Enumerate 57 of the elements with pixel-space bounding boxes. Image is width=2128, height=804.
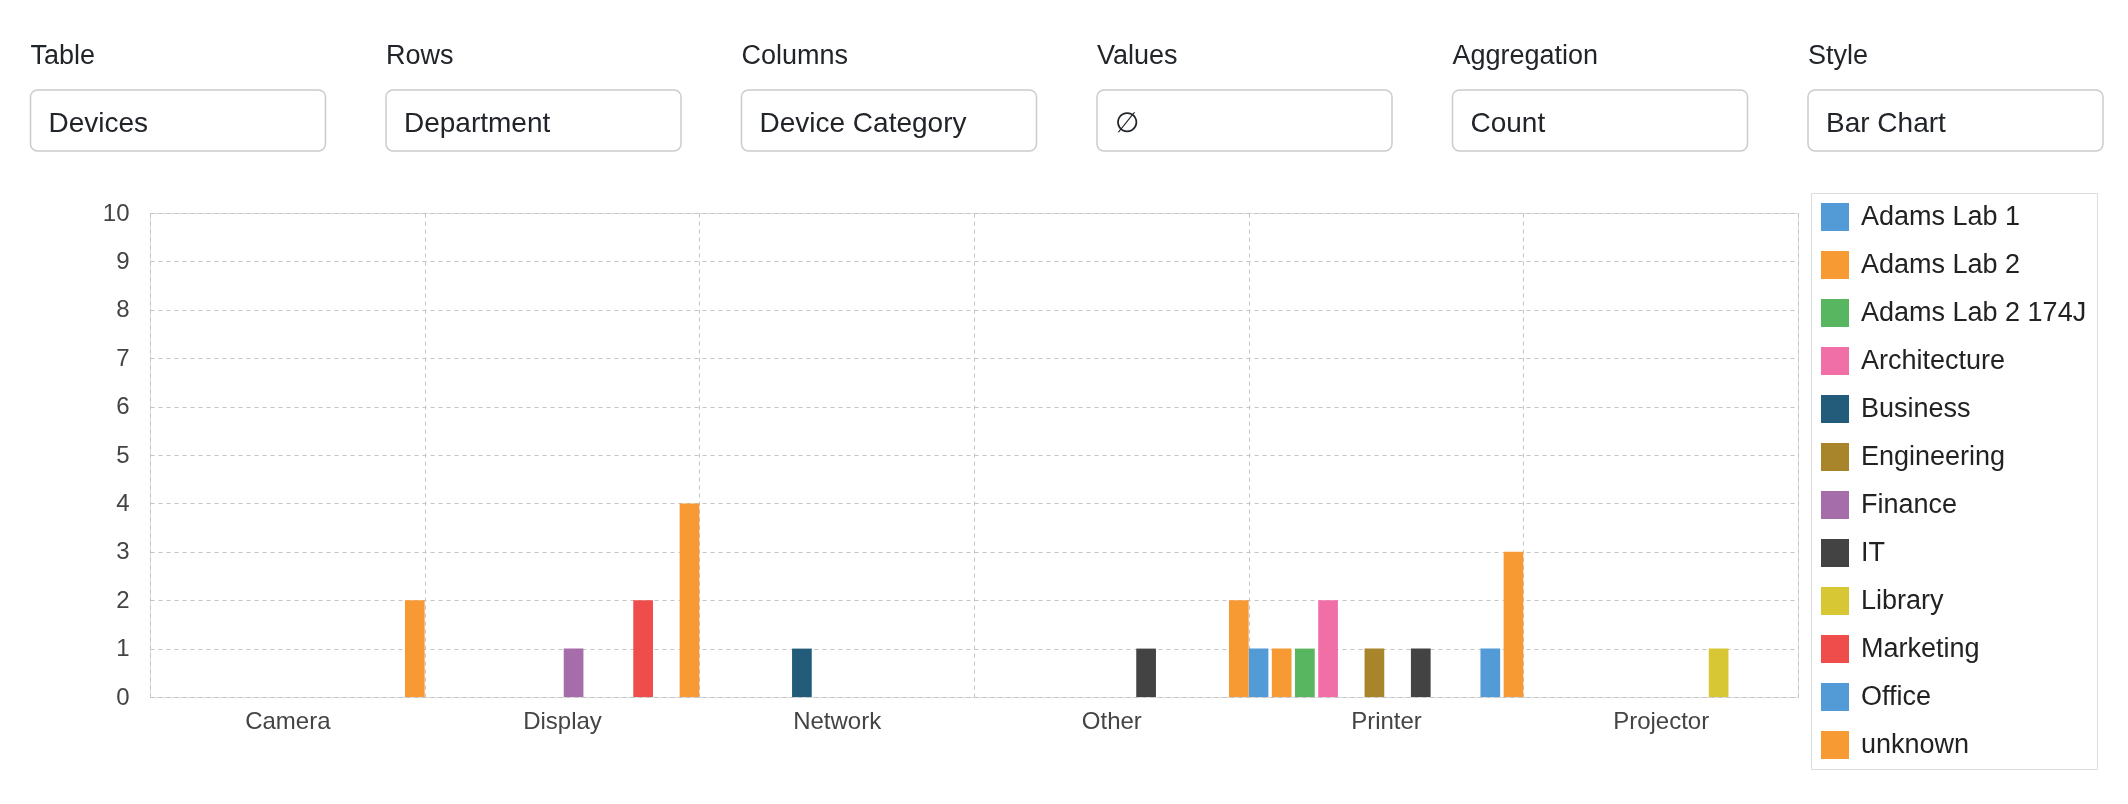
x-tick-label: Network [793,706,883,734]
bar [1503,551,1524,697]
text: Devices [48,107,149,138]
x-tick-label: Camera [245,706,332,734]
legend-label: Business [1861,393,1971,423]
legend-label: Adams Lab 1 [1861,201,2021,231]
bar [1708,648,1729,697]
text: Count [1470,107,1546,138]
text: Rows [386,40,454,70]
bar [1364,648,1385,697]
text: Values [1097,40,1178,70]
y-tick-label: 2 [116,585,130,613]
legend-label: Adams Lab 2 174J [1861,297,2087,327]
text: Columns [741,40,849,70]
bar [792,648,812,697]
y-tick-label: 9 [116,246,130,274]
legend-label: Engineering [1861,441,2006,471]
y-tick-label: 10 [102,198,130,226]
bar [1410,648,1431,697]
text: Device Category [759,107,967,138]
bar [1248,648,1269,697]
text: Bar Chart [1826,107,1947,138]
x-tick-label: Printer [1351,706,1422,734]
y-tick-label: 5 [116,440,130,468]
x-tick-label: Display [523,706,602,734]
y-tick-label: 7 [116,343,130,371]
bar [563,648,584,697]
text: Department [404,107,551,138]
legend-label: Marketing [1861,633,1980,663]
legend-label: IT [1861,537,1885,567]
bar [1228,600,1249,697]
y-tick-label: 8 [116,295,130,323]
bar [679,503,700,697]
y-tick-label: 4 [116,488,130,516]
y-tick-label: 3 [116,537,130,565]
x-tick-label: Projector [1613,706,1710,734]
text: Table [30,40,96,70]
legend-label: Library [1861,585,1945,615]
legend-label: unknown [1861,729,1970,759]
bar [1271,648,1292,697]
bar [1318,600,1338,697]
bar [1480,648,1501,697]
text: Aggregation [1452,40,1599,70]
y-tick-label: 0 [116,682,130,710]
legend-label: Office [1861,681,1932,711]
bar [1295,648,1315,697]
y-tick-label: 1 [116,634,130,662]
y-tick-label: 6 [116,392,130,420]
legend-label: Finance [1861,489,1958,519]
bar [1136,648,1156,697]
legend-label: Architecture [1861,345,2006,375]
text: Style [1808,40,1869,70]
legend-label: Adams Lab 2 [1861,249,2021,279]
bar [404,600,425,697]
text: ∅ [1115,107,1139,138]
bar [633,600,653,697]
x-tick-label: Other [1081,706,1142,734]
